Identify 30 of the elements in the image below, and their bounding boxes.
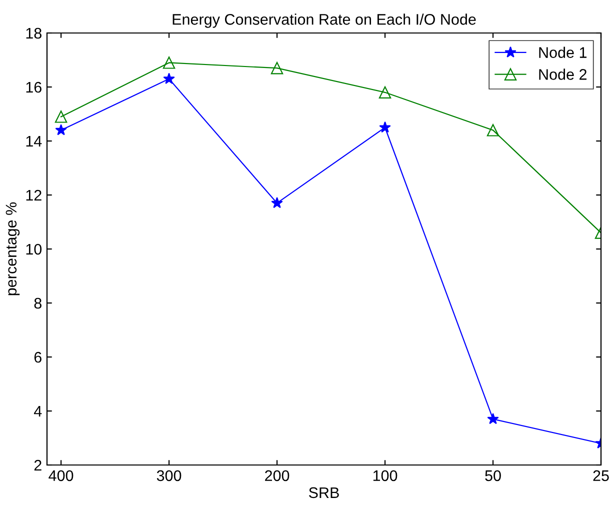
point [486, 124, 500, 136]
x-tick-label: 200 [265, 470, 290, 482]
x-tick-label: 300 [156, 470, 182, 482]
y-tick-label: 10 [26, 244, 42, 255]
x-axis-title: SRB [308, 487, 339, 498]
point [487, 412, 499, 424]
y-tick-label: 16 [26, 82, 42, 93]
x-tick-label: 50 [485, 470, 501, 482]
y-tick-label: 2 [34, 460, 42, 471]
point [55, 124, 67, 136]
point [163, 72, 175, 84]
point [378, 86, 392, 99]
legend-label: Node 1 [539, 46, 587, 58]
y-tick-label: 4 [34, 406, 42, 417]
y-tick-label: 14 [26, 136, 42, 147]
y-tick-label: 18 [26, 28, 42, 39]
point [270, 62, 284, 74]
point [379, 121, 391, 133]
x-tick-label: 400 [48, 470, 74, 482]
point [271, 196, 283, 208]
legend-label: Node 2 [539, 68, 586, 80]
point [162, 56, 176, 69]
point [54, 110, 68, 123]
x-tick-label: 100 [373, 470, 398, 482]
y-axis-title: percentage % [6, 202, 20, 296]
x-tick-label: 25 [593, 470, 609, 482]
chart-title: Energy Conservation Rate on Each I/O Node [172, 14, 476, 28]
y-tick-label: 12 [26, 190, 42, 201]
y-tick-label: 6 [34, 352, 42, 363]
y-tick-label: 8 [34, 298, 42, 309]
